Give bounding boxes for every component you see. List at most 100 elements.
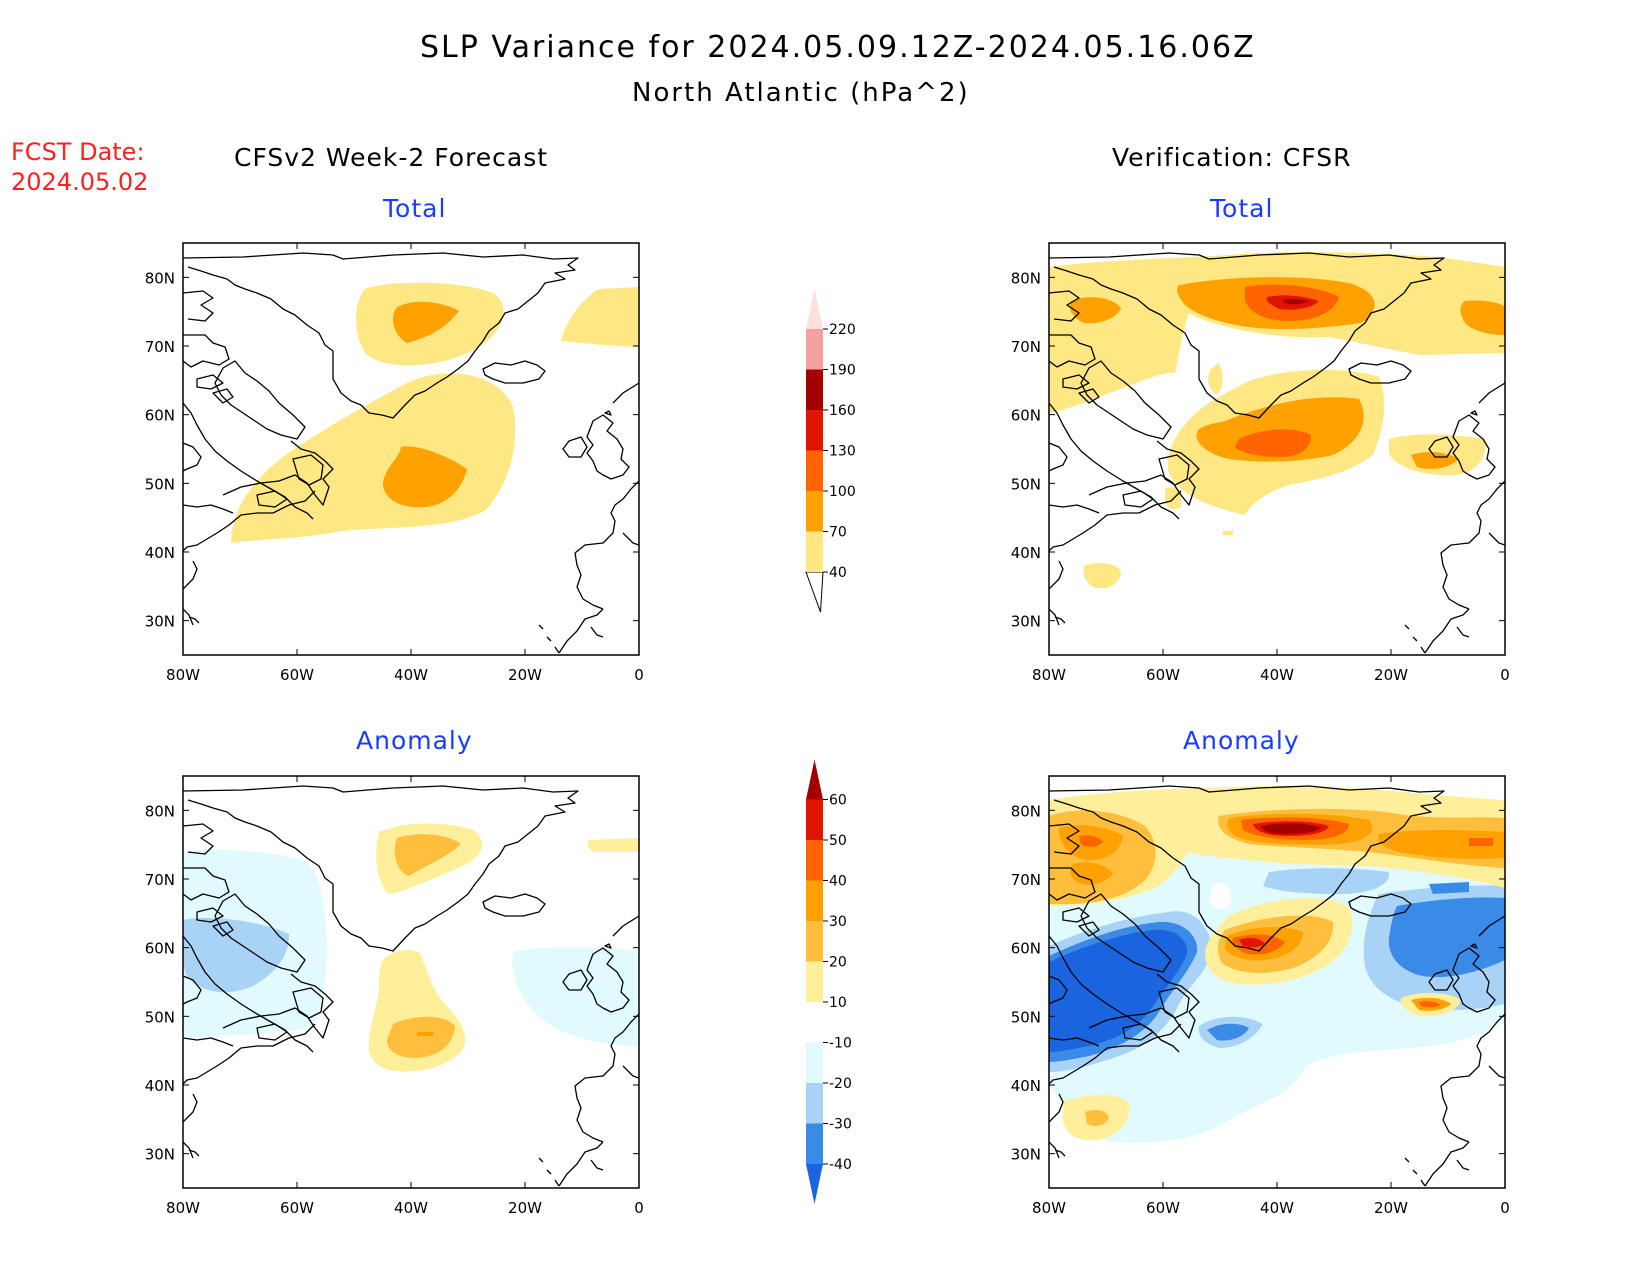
- column-title-verification: Verification: CFSR: [1112, 143, 1352, 172]
- lat-tick-label: 60N: [1011, 407, 1041, 425]
- colorbar-anomaly-label: 20: [829, 955, 847, 971]
- lat-tick-label: 30N: [1011, 613, 1041, 631]
- panel-title-forecast-anomaly: Anomaly: [356, 726, 473, 755]
- lon-tick-label: 60W: [280, 666, 314, 684]
- lat-tick-label: 80N: [1011, 269, 1041, 287]
- colorbar-anomaly-label: -30: [829, 1117, 852, 1133]
- lat-tick-label: 30N: [145, 613, 175, 631]
- panel-title-verification-total: Total: [1210, 194, 1274, 223]
- verification-anomaly-shading: [1049, 785, 1505, 1143]
- lat-tick-label: 70N: [145, 871, 175, 889]
- colorbar-anomaly-swatch: [806, 799, 823, 840]
- colorbar-total-label: 190: [829, 363, 856, 379]
- colorbar-total-label: 70: [829, 525, 847, 541]
- colorbar-total-swatch: [806, 410, 823, 451]
- forecast-total-shading: [231, 282, 639, 543]
- axis-labels: 80N 70N 60N 50N 40N 30N 80W 60W 40W 20W 0 80N 70N 60N…: [145, 243, 1510, 1217]
- panel-title-verification-anomaly: Anomaly: [1183, 726, 1300, 755]
- lat-tick-label: 80N: [145, 269, 175, 287]
- colorbar-anomaly-label: -10: [829, 1036, 852, 1052]
- colorbar-anomaly-swatch: [806, 1042, 823, 1083]
- colorbar-anomaly: -40 -30 -20 -10 10 20 30 40 50 60: [806, 759, 852, 1204]
- lon-tick-label: 20W: [1374, 666, 1408, 684]
- colorbar-total-label: 220: [829, 322, 856, 338]
- colorbar-total-label: 160: [829, 403, 856, 419]
- colorbar-anomaly-swatch: [806, 921, 823, 962]
- lat-tick-label: 60N: [145, 407, 175, 425]
- verification-total-shading: [1049, 251, 1505, 589]
- lat-tick-label: 50N: [145, 475, 175, 493]
- colorbar-anomaly-swatch: [806, 961, 823, 1002]
- lon-tick-label: 40W: [394, 666, 428, 684]
- colorbar-anomaly-label: 50: [829, 833, 847, 849]
- lon-tick-label: 0: [1500, 666, 1510, 684]
- forecast-anomaly-shading: [183, 823, 639, 1072]
- colorbar-anomaly-lower-extension: [806, 1164, 823, 1204]
- lat-tick-label: 70N: [145, 338, 175, 356]
- lon-tick-label: 60W: [280, 1199, 314, 1217]
- lon-tick-label: 0: [634, 1199, 644, 1217]
- lon-tick-label: 80W: [1032, 666, 1066, 684]
- lon-tick-label: 80W: [166, 1199, 200, 1217]
- lon-tick-label: 0: [1500, 1199, 1510, 1217]
- lat-tick-label: 60N: [1011, 940, 1041, 958]
- colorbar-total-swatch: [806, 491, 823, 532]
- lon-tick-label: 20W: [508, 1199, 542, 1217]
- lat-tick-label: 30N: [145, 1146, 175, 1164]
- lon-tick-label: 0: [634, 666, 644, 684]
- lat-tick-label: 50N: [145, 1008, 175, 1026]
- colorbar-total-swatch: [806, 329, 823, 370]
- colorbar-total-upper-extension: [806, 289, 823, 329]
- column-title-forecast: CFSv2 Week-2 Forecast: [234, 143, 549, 172]
- colorbar-total-label: 100: [829, 484, 856, 500]
- lon-tick-label: 40W: [1260, 1199, 1294, 1217]
- colorbar-anomaly-swatch: [806, 1002, 823, 1043]
- lat-tick-label: 80N: [1011, 802, 1041, 820]
- lon-tick-label: 20W: [1374, 1199, 1408, 1217]
- lat-tick-label: 50N: [1011, 1008, 1041, 1026]
- fcst-date-value: 2024.05.02: [11, 168, 149, 196]
- colorbar-anomaly-swatch: [806, 880, 823, 921]
- map-verification-anomaly: [1048, 775, 1506, 1189]
- colorbar-anomaly-label: 10: [829, 995, 847, 1011]
- lon-tick-label: 80W: [166, 666, 200, 684]
- colorbar-total: 40 70 100 130 160 190 220: [805, 289, 856, 613]
- lat-tick-label: 40N: [145, 1077, 175, 1095]
- colorbar-anomaly-swatch: [806, 840, 823, 881]
- colorbar-total-swatch: [806, 369, 823, 410]
- lat-tick-label: 50N: [1011, 475, 1041, 493]
- map-forecast-total: [182, 242, 640, 656]
- colorbar-anomaly-label: 60: [829, 793, 847, 809]
- lon-tick-label: 60W: [1146, 1199, 1180, 1217]
- lat-tick-label: 80N: [145, 802, 175, 820]
- colorbar-total-swatch: [806, 450, 823, 491]
- colorbar-anomaly-upper-extension: [806, 759, 823, 800]
- lat-tick-label: 30N: [1011, 1146, 1041, 1164]
- lon-tick-label: 40W: [394, 1199, 428, 1217]
- colorbar-total-label: 130: [829, 444, 856, 460]
- colorbar-anomaly-swatch: [806, 1123, 823, 1164]
- lat-tick-label: 40N: [1011, 1077, 1041, 1095]
- chart-title: SLP Variance for 2024.05.09.12Z-2024.05.…: [420, 30, 1256, 65]
- lon-tick-label: 80W: [1032, 1199, 1066, 1217]
- lat-tick-label: 70N: [1011, 871, 1041, 889]
- lat-tick-label: 40N: [1011, 544, 1041, 562]
- colorbar-anomaly-label: 40: [829, 874, 847, 890]
- colorbar-anomaly-label: -40: [829, 1157, 852, 1173]
- colorbar-total-lower-extension: [805, 571, 824, 613]
- fcst-date-label: FCST Date:: [11, 138, 145, 166]
- map-verification-total: [1048, 242, 1506, 656]
- colorbar-anomaly-label: 30: [829, 914, 847, 930]
- colorbar-anomaly-label: -20: [829, 1076, 852, 1092]
- lat-tick-label: 40N: [145, 544, 175, 562]
- map-forecast-anomaly: [182, 775, 640, 1189]
- lon-tick-label: 20W: [508, 666, 542, 684]
- colorbar-anomaly-swatch: [806, 1083, 823, 1124]
- lat-tick-label: 60N: [145, 940, 175, 958]
- colorbar-total-swatch: [806, 531, 823, 572]
- panel-title-forecast-total: Total: [383, 194, 447, 223]
- lon-tick-label: 40W: [1260, 666, 1294, 684]
- lon-tick-label: 60W: [1146, 666, 1180, 684]
- colorbar-total-label: 40: [829, 565, 847, 581]
